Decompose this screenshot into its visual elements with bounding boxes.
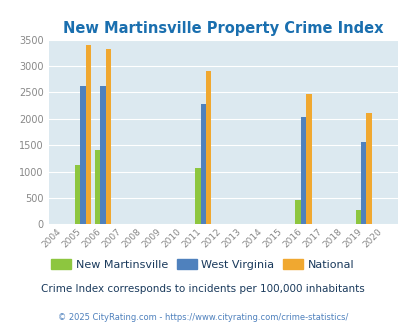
- Bar: [205, 71, 211, 224]
- Bar: [105, 49, 111, 224]
- Bar: [75, 165, 80, 224]
- Text: Crime Index corresponds to incidents per 100,000 inhabitants: Crime Index corresponds to incidents per…: [41, 284, 364, 294]
- Bar: [366, 113, 371, 224]
- Title: New Martinsville Property Crime Index: New Martinsville Property Crime Index: [63, 21, 383, 36]
- Bar: [300, 117, 305, 224]
- Bar: [195, 168, 200, 224]
- Legend: New Martinsville, West Virginia, National: New Martinsville, West Virginia, Nationa…: [47, 255, 358, 274]
- Text: © 2025 CityRating.com - https://www.cityrating.com/crime-statistics/: © 2025 CityRating.com - https://www.city…: [58, 313, 347, 322]
- Bar: [100, 86, 105, 224]
- Bar: [360, 142, 366, 224]
- Bar: [85, 45, 91, 224]
- Bar: [295, 200, 300, 224]
- Bar: [200, 104, 205, 224]
- Bar: [355, 210, 360, 224]
- Bar: [80, 85, 85, 224]
- Bar: [94, 150, 100, 224]
- Bar: [305, 94, 311, 224]
